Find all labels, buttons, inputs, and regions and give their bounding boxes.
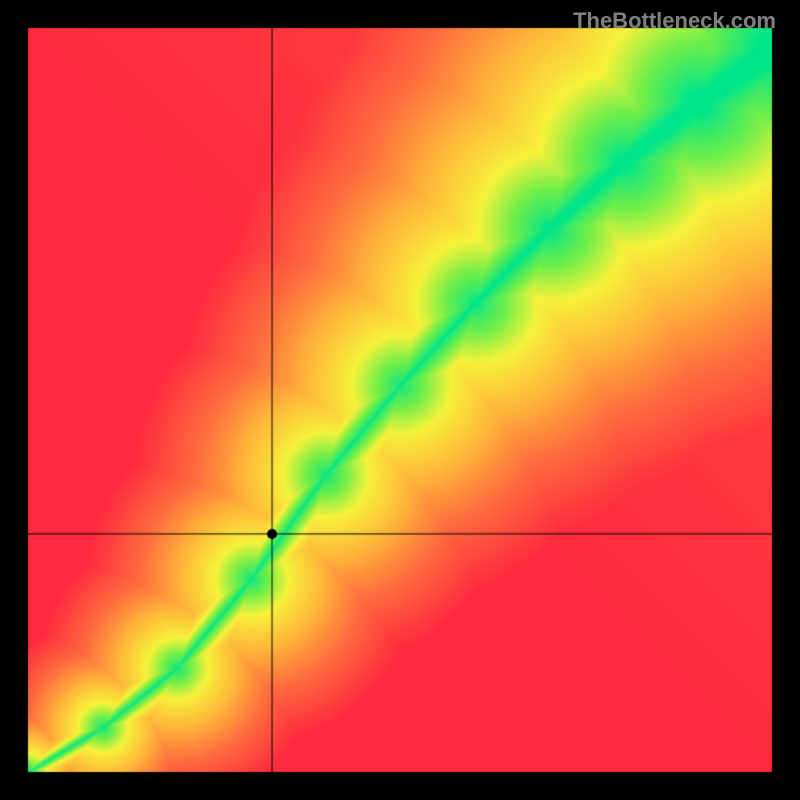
heatmap-canvas — [0, 0, 800, 800]
chart-container: TheBottleneck.com — [0, 0, 800, 800]
watermark-text: TheBottleneck.com — [573, 8, 776, 34]
